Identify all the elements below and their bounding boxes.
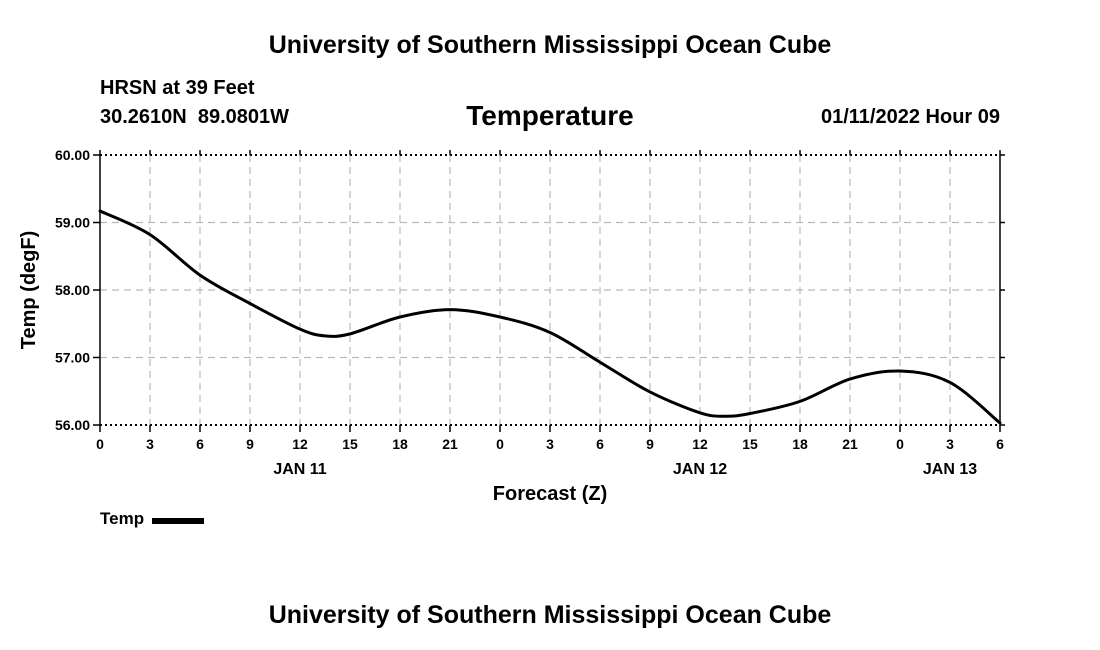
legend-line-swatch [152,517,205,524]
x-tick-label: 12 [292,436,308,452]
y-axis: 56.00 57.00 58.00 59.00 60.00 [55,147,1005,433]
series [98,209,1002,425]
bottom-title: University of Southern Mississippi Ocean… [268,601,832,629]
date-label: JAN 13 [923,461,977,478]
x-tick-label: 6 [996,436,1004,452]
x-tick-label: 15 [742,436,758,452]
series-line-temp [98,209,1002,425]
x-tick-label: 0 [896,436,904,452]
x-tick-label: 18 [392,436,408,452]
x-tick-label: 3 [946,436,954,452]
station-coordinates: 30.2610N 89.0801W [100,106,290,128]
x-tick-label: 3 [146,436,154,452]
x-tick-label: 0 [496,436,504,452]
legend-label: Temp [100,509,145,528]
x-tick-label: 0 [96,436,104,452]
y-tick-label: 59.00 [55,215,90,231]
grid [100,155,1000,425]
legend: Temp [100,509,205,529]
date-label: JAN 11 [273,461,326,478]
x-tick-label: 18 [792,436,808,452]
forecast-datetime: 01/11/2022 Hour 09 [820,106,1000,128]
x-tick-label: 6 [596,436,604,452]
top-title: University of Southern Mississippi Ocean… [268,31,832,59]
x-tick-label: 21 [442,436,458,452]
x-tick-label: 21 [842,436,858,452]
x-tick-label: 6 [196,436,204,452]
y-tick-label: 58.00 [55,282,90,298]
y-tick-label: 60.00 [55,147,90,163]
y-tick-label: 57.00 [55,350,90,366]
y-tick-label: 56.00 [55,417,90,433]
x-tick-label: 9 [646,436,654,452]
y-axis-label: Temp (degF) [18,231,40,350]
x-axis-label: Forecast (Z) [493,483,607,505]
x-tick-label: 9 [246,436,254,452]
date-label: JAN 12 [673,461,727,478]
chart-title: Temperature [466,100,634,131]
x-tick-label: 15 [342,436,358,452]
x-tick-label: 3 [546,436,554,452]
station-name: HRSN at 39 Feet [100,77,255,99]
x-tick-label: 12 [692,436,708,452]
x-axis: 0 3 6 9 12 15 18 21 0 3 6 9 12 15 18 21 0 3 6 JAN 11 JAN 12 J… [96,150,1004,478]
